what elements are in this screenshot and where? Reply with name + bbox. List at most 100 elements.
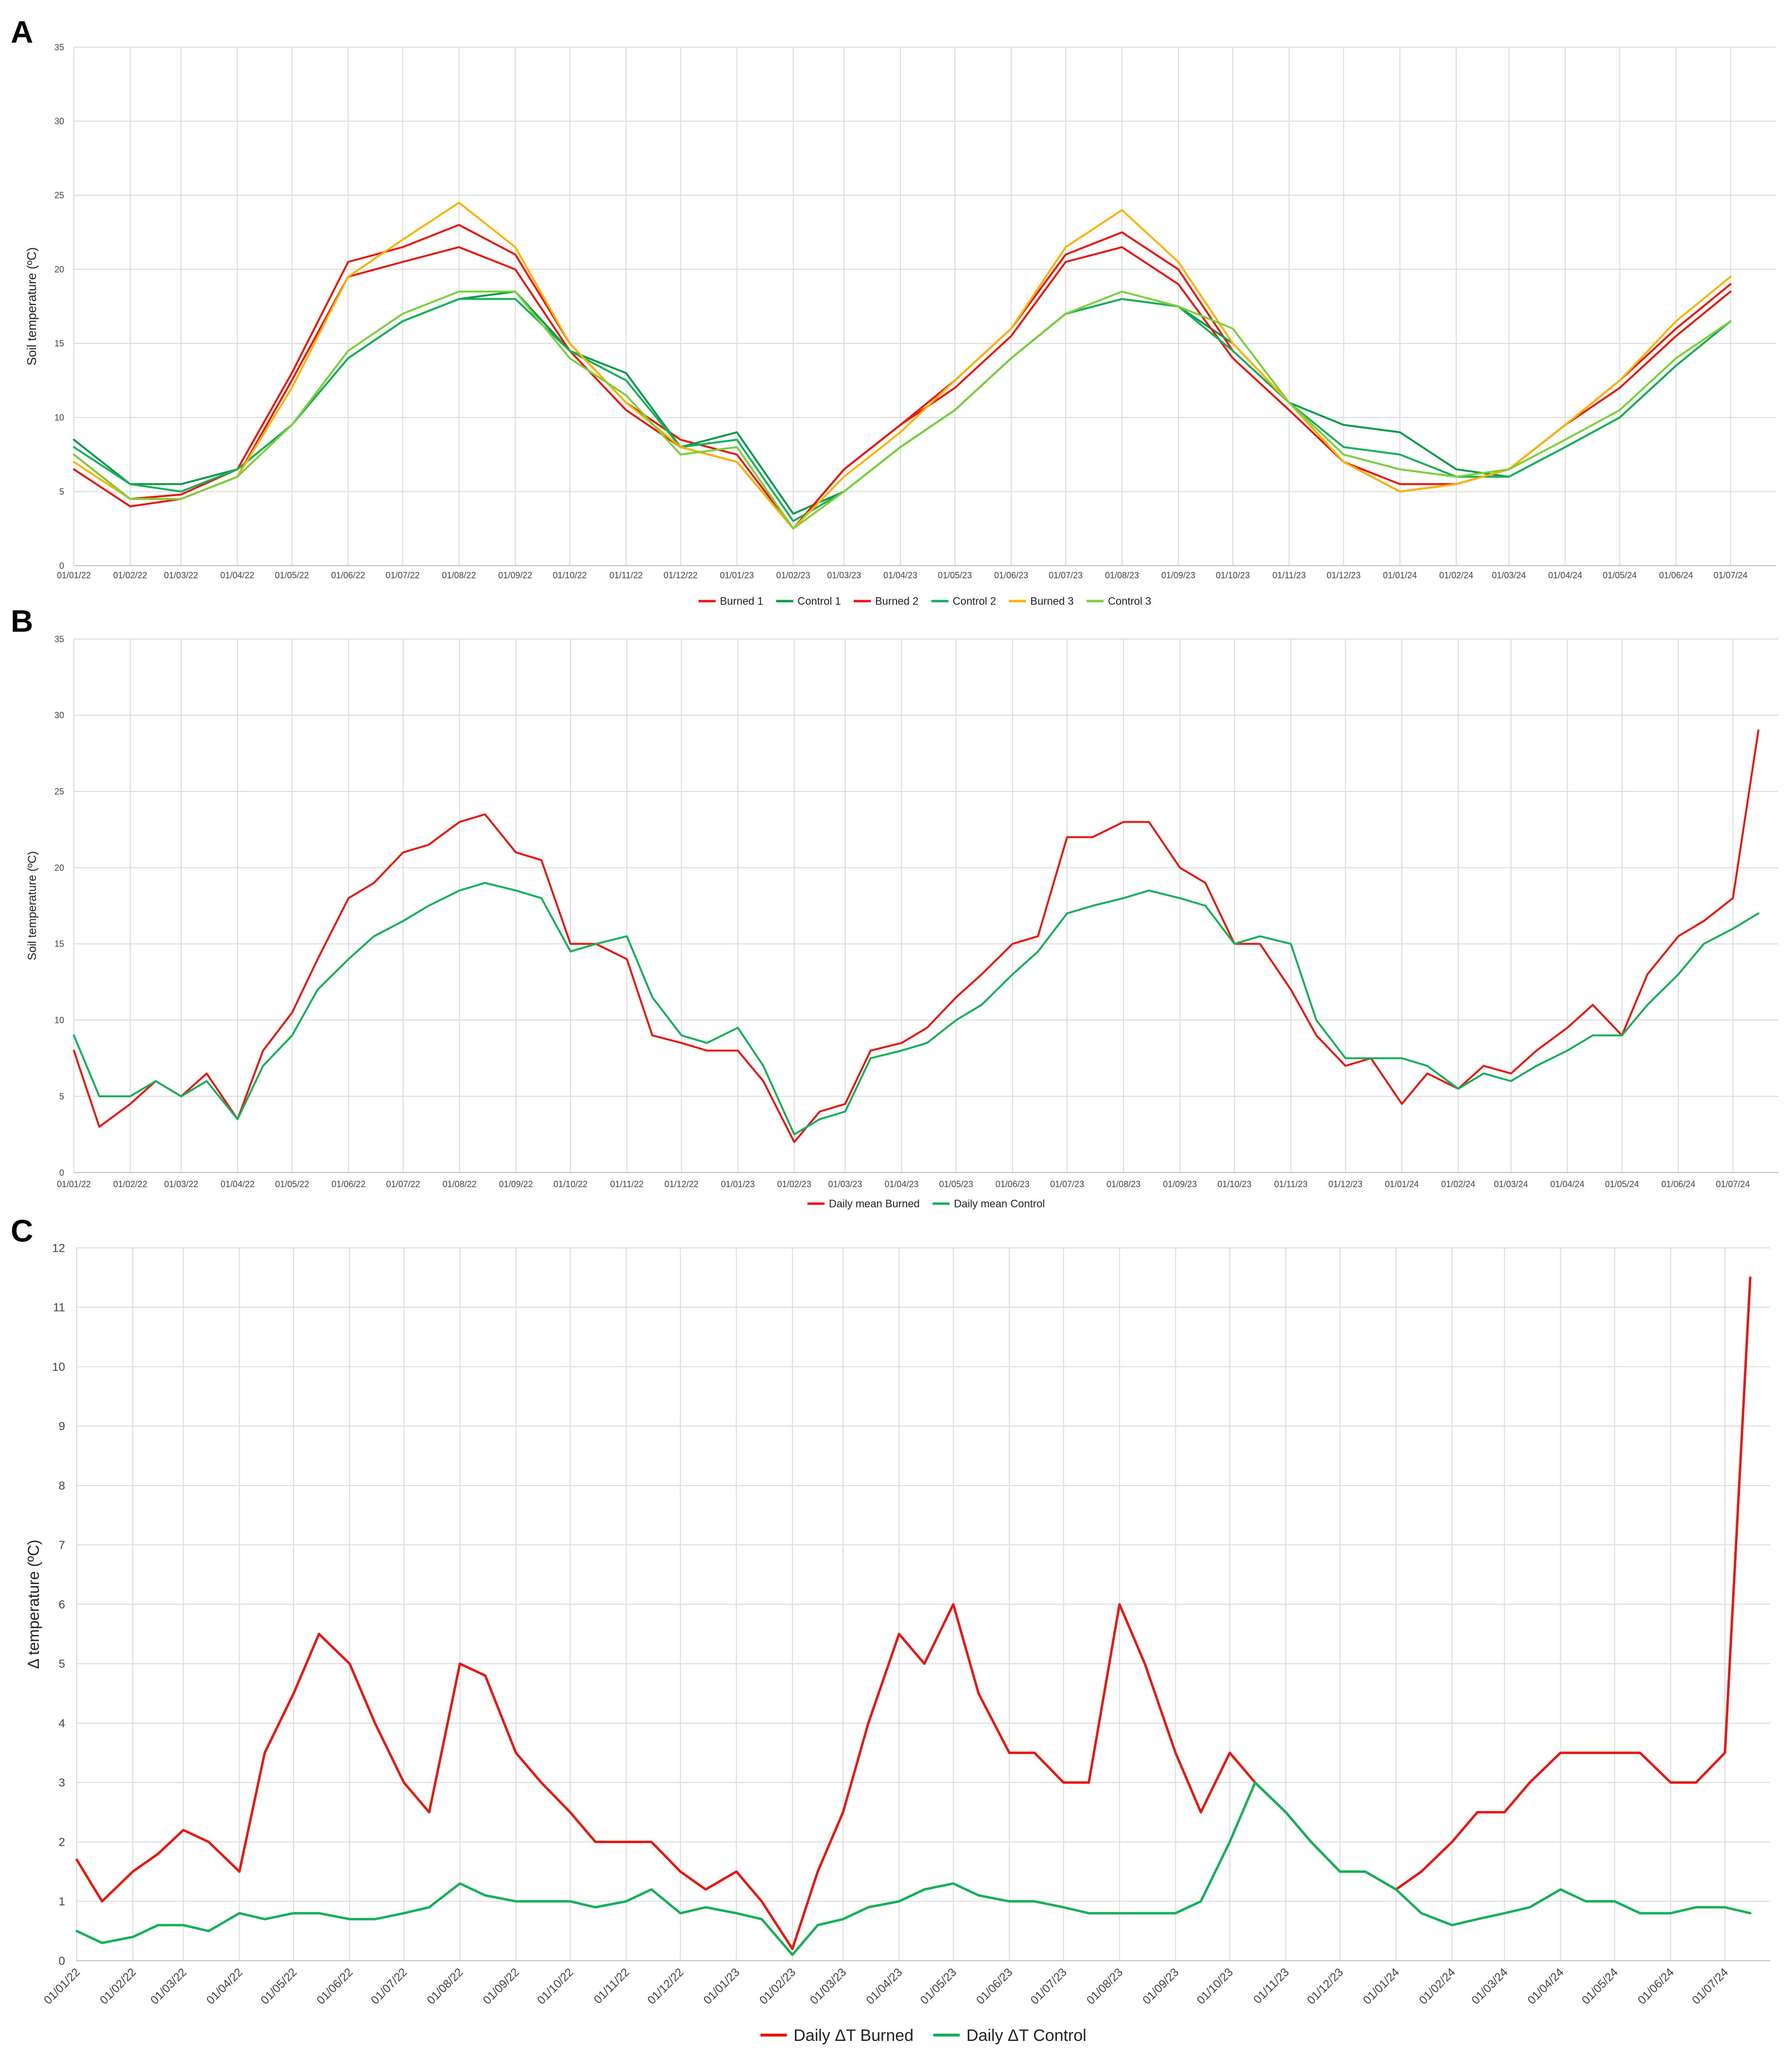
chart-c-x-tick-label: 01/07/22 [368,1966,410,2007]
chart-b-legend-label: Daily mean Burned [829,1198,920,1210]
chart-a-y-tick-label: 0 [59,561,64,570]
chart-a-x-tick-label: 01/06/22 [331,570,365,580]
chart-c-x-tick-label: 01/08/23 [1084,1966,1125,2007]
chart-c-y-tick-label: 9 [59,1420,65,1433]
chart-b-x-tick-label: 01/07/22 [386,1179,420,1189]
chart-c-x-tick-label: 01/01/22 [41,1966,83,2007]
chart-b-x-tick-label: 01/03/22 [164,1179,198,1189]
chart-c-y-tick-label: 7 [59,1539,65,1552]
chart-b-series-daily-mean-burned [73,729,1759,1143]
chart-b-x-tick-label: 01/10/23 [1218,1179,1252,1189]
chart-a-x-tick-label: 01/12/23 [1327,570,1361,580]
chart-a-x-tick-label: 01/01/23 [720,570,754,580]
chart-a-legend-item: Burned 2 [854,595,918,607]
panel-letter-a: A [11,15,33,50]
chart-a-series-burned-1 [73,224,1732,530]
chart-a-series-burned-3 [73,202,1732,530]
chart-b-legend: Daily mean Burned Daily mean Control [807,1198,1045,1210]
chart-c-x-tick-label: 01/08/22 [425,1966,466,2007]
chart-a-legend-label: Control 2 [953,595,996,607]
chart-c-x-tick-label: 01/06/23 [974,1966,1015,2007]
chart-c-y-tick-label: 8 [59,1479,65,1492]
chart-a-y-tick-label: 30 [54,117,64,126]
chart-c-x-tick-label: 01/02/22 [97,1966,138,2007]
chart-b-x-tick-label: 01/11/23 [1274,1179,1308,1189]
chart-c-series-daily-t-control [75,1781,1752,1956]
chart-b-x-tick-label: 01/10/22 [553,1179,587,1189]
chart-b-legend-item: Daily mean Control [932,1198,1045,1210]
chart-c-y-tick-label: 6 [59,1598,65,1611]
chart-c-y-tick-label: 0 [59,1954,65,1968]
chart-b-x-tick-label: 01/02/23 [777,1179,811,1189]
chart-a-legend-item: Control 1 [776,595,841,607]
chart-c-series-daily-t-burned [75,1276,1752,1951]
chart-b-y-tick-label: 15 [54,939,64,949]
chart-c-x-tick-label: 01/07/23 [1028,1966,1069,2007]
chart-c-x-tick-label: 01/03/24 [1469,1966,1510,2007]
chart-c-x-tick-label: 01/09/22 [481,1966,522,2007]
chart-c-y-tick-label: 12 [52,1242,65,1255]
chart-a-legend-item: Control 3 [1086,595,1151,607]
chart-a-x-tick-label: 01/03/24 [1492,570,1526,580]
chart-a-x-tick-label: 01/05/22 [275,570,309,580]
chart-a-y-tick-label: 5 [59,487,64,497]
chart-c-x-tick-label: 01/10/22 [534,1966,576,2007]
chart-b-y-tick-label: 20 [54,863,64,873]
chart-a-y-tick-label: 25 [54,190,64,200]
chart-b-y-tick-label: 30 [54,710,64,720]
chart-c-legend-label: Daily ΔT Burned [793,2026,913,2045]
chart-a-x-tick-label: 01/11/23 [1273,570,1306,580]
chart-b-x-tick-label: 01/01/24 [1385,1179,1419,1189]
chart-b-y-axis-title: Soil temperature (ºC) [26,851,39,961]
chart-a-y-tick-label: 20 [54,265,64,275]
chart-c-y-tick-label: 11 [53,1301,65,1314]
chart-c-y-tick-label: 4 [59,1717,65,1730]
chart-c-x-tick-label: 01/04/23 [863,1966,905,2007]
chart-b-y-tick-label: 5 [59,1091,64,1101]
chart-c-y-tick-label: 1 [59,1895,65,1908]
chart-a-x-tick-label: 01/04/22 [220,570,254,580]
chart-c-x-tick-label: 01/12/22 [645,1966,686,2007]
chart-a-x-tick-label: 01/02/23 [776,570,810,580]
chart-b-x-tick-label: 01/01/23 [721,1179,755,1189]
chart-a-x-tick-label: 01/02/24 [1439,570,1473,580]
chart-a-y-tick-label: 10 [54,413,64,422]
chart-b-x-tick-label: 01/08/23 [1106,1179,1140,1189]
chart-c-x-tick-label: 01/06/24 [1636,1966,1677,2007]
chart-a-x-tick-label: 01/01/24 [1383,570,1417,580]
chart-a-y-tick-label: 35 [54,42,64,52]
chart-a-x-tick-label: 01/03/23 [827,570,861,580]
panel-letter-b: B [11,604,33,639]
chart-a-x-tick-label: 01/07/24 [1713,570,1747,580]
chart-a-x-tick-label: 01/02/22 [113,570,147,580]
chart-a-x-tick-label: 01/07/22 [386,570,420,580]
chart-a-x-tick-label: 01/10/22 [553,570,587,580]
chart-a-legend-label: Burned 2 [875,595,918,607]
chart-c-x-tick-label: 01/12/23 [1305,1966,1346,2007]
chart-a: 0 5 10 15 20 25 30 35 01/01/22 01/02/22 01/03/22 01… [24,42,1776,607]
chart-b-x-tick-label: 01/03/24 [1494,1179,1528,1189]
chart-a-x-tick-label: 01/03/22 [164,570,198,580]
chart-c-x-tick-label: 01/09/23 [1140,1966,1181,2007]
chart-b-x-tick-label: 01/06/22 [331,1179,365,1189]
chart-a-x-tick-label: 01/12/22 [664,570,698,580]
chart-a-y-axis-title: Soil temperature (ºC) [24,247,39,366]
chart-b-y-tick-label: 10 [54,1016,64,1025]
chart-b-x-tick-label: 01/01/22 [57,1179,91,1189]
chart-b-x-tick-label: 01/07/24 [1716,1179,1750,1189]
chart-c-y-axis-title: Δ temperature (ºC) [25,1539,42,1669]
chart-c-x-tick-label: 01/06/22 [314,1966,356,2007]
chart-b-legend-item: Daily mean Burned [807,1198,920,1210]
chart-b-x-tick-label: 01/02/24 [1441,1179,1475,1189]
chart-a-x-tick-label: 01/06/23 [994,570,1028,580]
chart-b-x-tick-label: 01/05/24 [1605,1179,1639,1189]
chart-c-x-tick-label: 01/02/24 [1416,1966,1458,2007]
chart-a-x-tick-label: 01/09/22 [498,570,532,580]
chart-a-legend-item: Control 2 [931,595,996,607]
chart-b-legend-label: Daily mean Control [954,1198,1045,1210]
chart-c-legend-label: Daily ΔT Control [966,2026,1086,2045]
chart-a-x-tick-label: 01/10/23 [1216,570,1250,580]
chart-b-x-tick-label: 01/12/23 [1328,1179,1362,1189]
chart-b-x-tick-label: 01/09/22 [499,1179,533,1189]
chart-a-legend: Burned 1 Control 1 Burned 2 Control 2 Burned… [698,595,1151,607]
